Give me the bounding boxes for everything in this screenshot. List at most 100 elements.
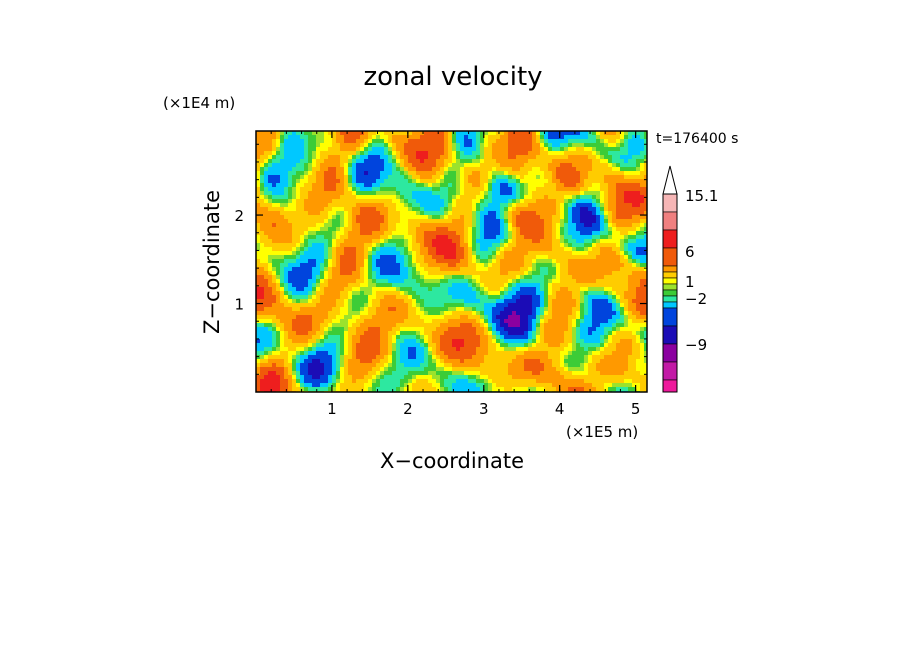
field-cell: [388, 267, 393, 272]
field-cell: [364, 263, 369, 268]
field-cell: [516, 139, 521, 144]
field-cell: [500, 323, 505, 328]
field-cell: [344, 263, 349, 268]
field-cell: [328, 307, 333, 312]
field-cell: [280, 275, 285, 280]
field-cell: [464, 179, 469, 184]
field-cell: [572, 227, 577, 232]
field-cell: [464, 191, 469, 196]
field-cell: [436, 187, 441, 192]
field-cell: [260, 203, 265, 208]
field-cell: [640, 151, 645, 156]
field-cell: [428, 203, 433, 208]
field-cell: [520, 135, 525, 140]
field-cell: [556, 131, 561, 136]
field-cell: [532, 203, 537, 208]
field-cell: [288, 323, 293, 328]
field-cell: [620, 315, 625, 320]
field-cell: [328, 247, 333, 252]
field-cell: [412, 239, 417, 244]
field-cell: [292, 307, 297, 312]
field-cell: [564, 279, 569, 284]
field-cell: [496, 303, 501, 308]
field-cell: [608, 147, 613, 152]
field-cell: [536, 223, 541, 228]
field-cell: [468, 331, 473, 336]
field-cell: [436, 331, 441, 336]
field-cell: [276, 151, 281, 156]
field-cell: [420, 299, 425, 304]
field-cell: [504, 175, 509, 180]
field-cell: [400, 271, 405, 276]
field-cell: [624, 203, 629, 208]
field-cell: [456, 227, 461, 232]
field-cell: [364, 295, 369, 300]
field-cell: [468, 303, 473, 308]
field-cell: [476, 159, 481, 164]
field-cell: [464, 231, 469, 236]
field-cell: [300, 323, 305, 328]
field-cell: [364, 171, 369, 176]
field-cell: [624, 259, 629, 264]
field-cell: [300, 315, 305, 320]
field-cell: [348, 155, 353, 160]
field-cell: [400, 143, 405, 148]
field-cell: [596, 175, 601, 180]
field-cell: [532, 227, 537, 232]
field-cell: [264, 191, 269, 196]
field-cell: [580, 199, 585, 204]
field-cell: [604, 239, 609, 244]
field-cell: [404, 263, 409, 268]
time-label: t=176400 s: [656, 131, 738, 147]
field-cell: [452, 191, 457, 196]
field-cell: [536, 159, 541, 164]
field-cell: [324, 255, 329, 260]
field-cell: [528, 167, 533, 172]
field-cell: [592, 215, 597, 220]
field-cell: [408, 219, 413, 224]
field-cell: [480, 175, 485, 180]
field-cell: [256, 323, 261, 328]
field-cell: [312, 327, 317, 332]
field-cell: [392, 171, 397, 176]
field-cell: [540, 259, 545, 264]
field-cell: [632, 215, 637, 220]
field-cell: [544, 247, 549, 252]
field-cell: [616, 251, 621, 256]
field-cell: [568, 139, 573, 144]
field-cell: [384, 311, 389, 316]
field-cell: [524, 203, 529, 208]
field-cell: [448, 199, 453, 204]
field-cell: [272, 183, 277, 188]
field-cell: [568, 135, 573, 140]
field-cell: [440, 247, 445, 252]
field-cell: [464, 175, 469, 180]
field-cell: [480, 195, 485, 200]
field-cell: [260, 191, 265, 196]
field-cell: [484, 159, 489, 164]
field-cell: [452, 283, 457, 288]
field-cell: [604, 299, 609, 304]
field-cell: [296, 175, 301, 180]
field-cell: [356, 299, 361, 304]
field-cell: [496, 239, 501, 244]
field-cell: [536, 243, 541, 248]
field-cell: [532, 147, 537, 152]
field-cell: [640, 179, 645, 184]
field-cell: [336, 143, 341, 148]
field-cell: [572, 231, 577, 236]
field-cell: [560, 131, 565, 136]
field-cell: [356, 203, 361, 208]
field-cell: [544, 299, 549, 304]
field-cell: [640, 159, 645, 164]
field-cell: [436, 171, 441, 176]
field-cell: [304, 179, 309, 184]
field-cell: [524, 235, 529, 240]
field-cell: [304, 191, 309, 196]
field-cell: [628, 147, 633, 152]
field-cell: [492, 191, 497, 196]
field-cell: [340, 179, 345, 184]
field-cell: [556, 207, 561, 212]
field-cell: [284, 207, 289, 212]
field-cell: [632, 203, 637, 208]
